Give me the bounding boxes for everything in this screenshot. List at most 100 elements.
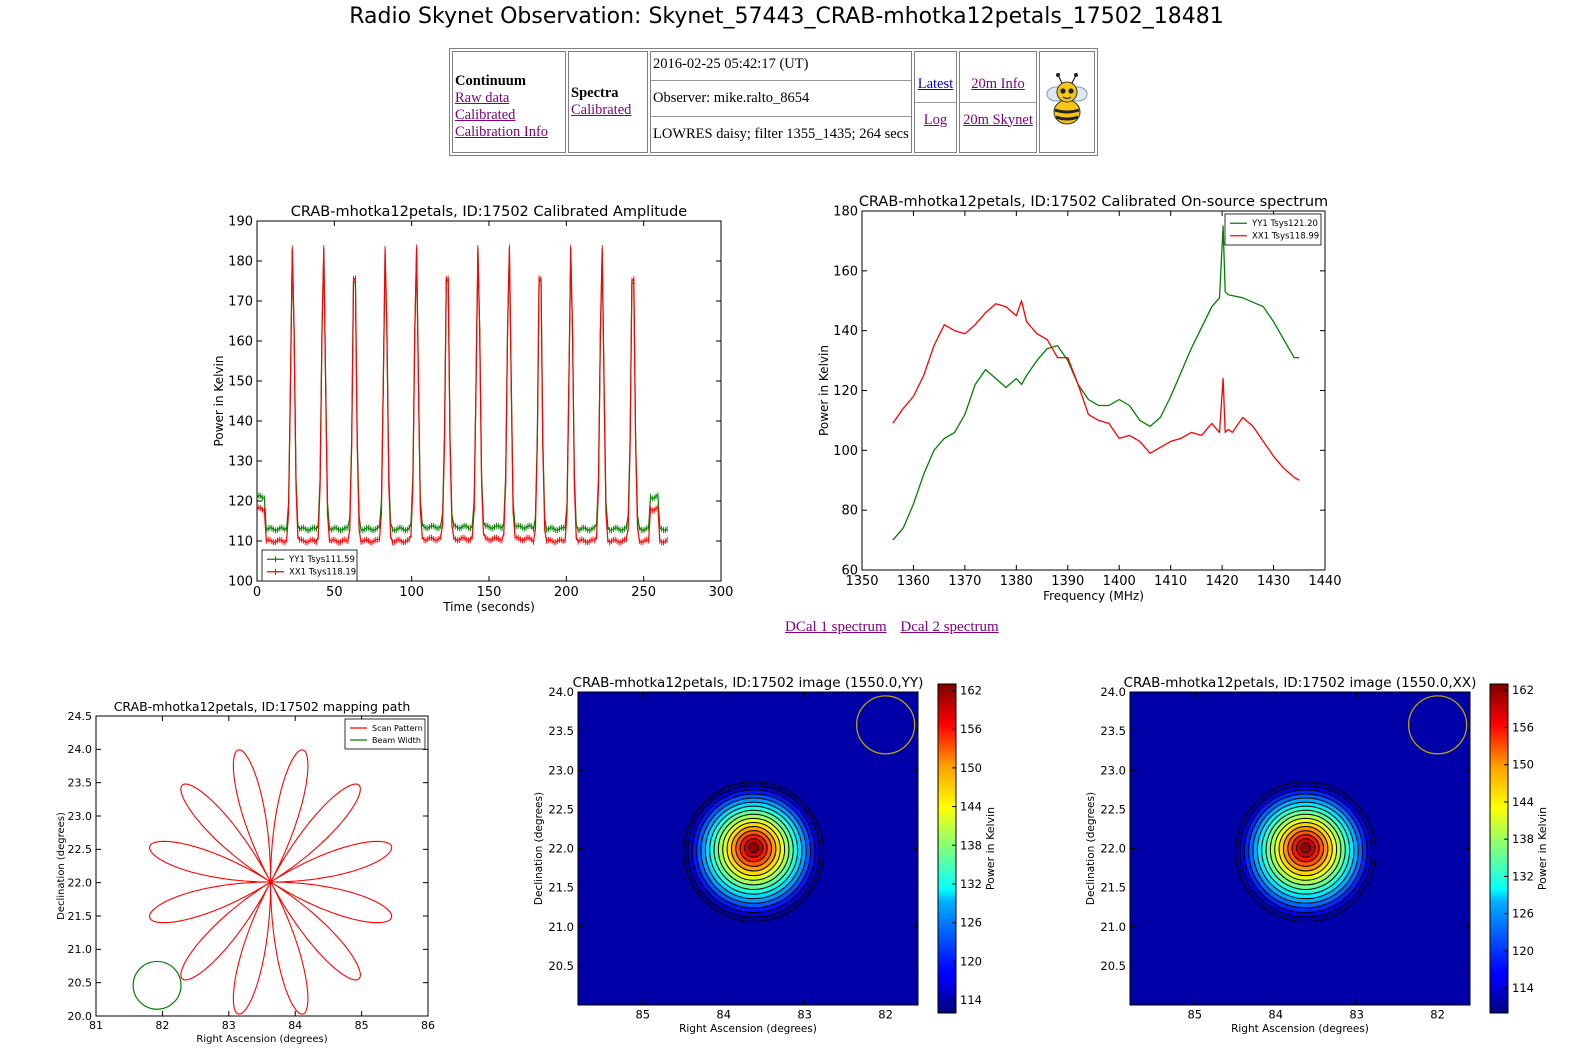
y-axis-label: Declination (degrees) xyxy=(533,792,545,905)
y-tick-label: 22.5 xyxy=(1100,802,1126,816)
x-tick-label: 200 xyxy=(554,585,579,600)
y-tick-label: 21.5 xyxy=(548,881,574,895)
20m-info-link[interactable]: 20m Info xyxy=(971,75,1025,92)
x-tick-label: 81 xyxy=(89,1019,103,1032)
calibration-info-link[interactable]: Calibration Info xyxy=(455,124,549,140)
x-axis-label: Frequency (MHz) xyxy=(1043,589,1144,603)
y-tick-label: 140 xyxy=(228,415,253,430)
y-tick-label: 23.0 xyxy=(548,763,574,777)
spectra-cell: Spectra Calibrated xyxy=(568,51,648,153)
legend-label: YY1 Tsys111.59 xyxy=(288,555,355,565)
plot-area xyxy=(862,211,1325,570)
chart-title: CRAB-mhotka12petals, ID:17502 Calibrated… xyxy=(291,204,688,220)
page-title: Radio Skynet Observation: Skynet_57443_C… xyxy=(349,4,1224,29)
x-tick-label: 1370 xyxy=(948,574,981,589)
y-tick-label: 60 xyxy=(841,564,858,579)
colorbar-tick-label: 126 xyxy=(1512,907,1534,921)
y-tick-label: 23.5 xyxy=(548,724,574,738)
series-line-xx xyxy=(256,247,668,544)
colorbar-tick-label: 150 xyxy=(1512,758,1534,772)
calibrated-spectra-link[interactable]: Calibrated xyxy=(571,102,632,118)
log-link[interactable]: Log xyxy=(923,111,948,128)
colorbar-tick-label: 120 xyxy=(960,954,982,968)
colorbar-tick-label: 138 xyxy=(960,838,982,852)
chart-title: CRAB-mhotka12petals, ID:17502 image (155… xyxy=(1124,675,1477,691)
colorbar-tick-label: 114 xyxy=(960,993,982,1007)
y-tick-label: 100 xyxy=(833,444,858,459)
contour-level xyxy=(1300,842,1312,854)
x-tick-label: 1360 xyxy=(897,574,930,589)
legend-label: Beam Width xyxy=(372,736,421,745)
y-tick-label: 120 xyxy=(833,384,858,399)
x-tick-label: 85 xyxy=(635,1008,650,1022)
y-tick-label: 80 xyxy=(841,504,858,519)
y-tick-label: 22.0 xyxy=(68,877,93,890)
legend-box xyxy=(261,549,358,582)
dcal-2-spectrum-link[interactable]: Dcal 2 spectrum xyxy=(900,619,999,635)
y-tick-label: 20.5 xyxy=(1100,959,1126,973)
image-yy-chart: 85 84 83 82 20.5 21.0 21.5 22.0 22.5 23.0 23.5 24.0… xyxy=(533,675,997,1035)
colorbar-tick-label: 144 xyxy=(960,800,982,814)
x-tick-label: 84 xyxy=(288,1019,302,1032)
legend-box xyxy=(1224,213,1322,246)
x-tick-label: 85 xyxy=(1187,1008,1202,1022)
y-axis-label: Declination (degrees) xyxy=(56,812,67,920)
nav-cell-latest-log: Latest Log xyxy=(913,51,958,153)
beam-marker-circle xyxy=(855,695,916,755)
timestamp: 2016-02-25 05:42:17 (UT) xyxy=(651,52,911,81)
colorbar xyxy=(1489,683,1509,1014)
colorbar-tick-label: 156 xyxy=(1512,720,1534,734)
contour-level xyxy=(748,842,760,854)
latest-link[interactable]: Latest xyxy=(917,75,954,92)
observer: Observer: mike.ralto_8654 xyxy=(651,81,911,117)
x-tick-label: 1410 xyxy=(1154,574,1187,589)
chart-title: CRAB-mhotka12petals, ID:17502 Calibrated… xyxy=(859,194,1328,210)
y-axis-label: Power in Kelvin xyxy=(212,356,226,447)
y-tick-label: 24.0 xyxy=(1100,685,1126,699)
x-tick-label: 250 xyxy=(631,585,656,600)
x-axis-label: Right Ascension (degrees) xyxy=(196,1034,327,1045)
x-tick-label: 86 xyxy=(421,1019,435,1032)
y-tick-label: 24.5 xyxy=(68,710,93,723)
colorbar-tick-label: 120 xyxy=(1512,944,1534,958)
x-tick-label: 1430 xyxy=(1257,574,1290,589)
y-tick-label: 23.0 xyxy=(1100,763,1126,777)
x-tick-label: 84 xyxy=(716,1008,731,1022)
observation-info-table: Continuum Raw data Calibrated Calibratio… xyxy=(449,48,1098,156)
plot-frame xyxy=(577,691,919,1006)
20m-skynet-link[interactable]: 20m Skynet xyxy=(963,111,1033,128)
y-tick-label: 23.0 xyxy=(68,810,93,823)
dcal-1-spectrum-link[interactable]: DCal 1 spectrum xyxy=(785,619,887,635)
colorbar-tick-label: 144 xyxy=(1512,795,1534,809)
bee-mascot-icon[interactable] xyxy=(1042,72,1092,128)
y-tick-label: 130 xyxy=(228,455,253,470)
colorbar-tick-label: 150 xyxy=(960,761,982,775)
raw-data-link[interactable]: Raw data xyxy=(455,90,510,106)
x-axis-label: Right Ascension (degrees) xyxy=(679,1023,817,1035)
x-tick-label: 82 xyxy=(155,1019,169,1032)
x-tick-label: 1390 xyxy=(1051,574,1084,589)
legend-box xyxy=(344,718,426,750)
y-tick-label: 21.0 xyxy=(1100,920,1126,934)
plot-area xyxy=(257,221,721,581)
legend-label: YY1 Tsys121.20 xyxy=(1251,219,1318,229)
x-tick-label: 1420 xyxy=(1206,574,1239,589)
mapping-path-chart: 81 82 83 84 85 86 20.0 20.5 21.0 21.5 22.0 22.5 23.0… xyxy=(56,699,435,1045)
y-tick-label: 100 xyxy=(228,575,253,590)
x-tick-label: 85 xyxy=(355,1019,369,1032)
colorbar-tick-label: 138 xyxy=(1512,832,1534,846)
x-tick-label: 1350 xyxy=(845,574,878,589)
x-tick-label: 300 xyxy=(709,585,734,600)
calibrated-continuum-link[interactable]: Calibrated xyxy=(455,107,516,123)
y-tick-label: 21.0 xyxy=(548,920,574,934)
y-tick-label: 23.5 xyxy=(1100,724,1126,738)
y-tick-label: 140 xyxy=(833,324,858,339)
y-tick-label: 170 xyxy=(228,295,253,310)
plot-frame xyxy=(95,715,429,1017)
y-tick-label: 20.0 xyxy=(68,1010,93,1023)
colorbar-tick-label: 162 xyxy=(1512,683,1534,697)
y-tick-label: 24.0 xyxy=(68,743,93,756)
spectrum-chart: 1350 1360 1370 1380 1390 1400 1410 1420 1430 1440… xyxy=(817,194,1342,603)
y-tick-label: 110 xyxy=(228,535,253,550)
